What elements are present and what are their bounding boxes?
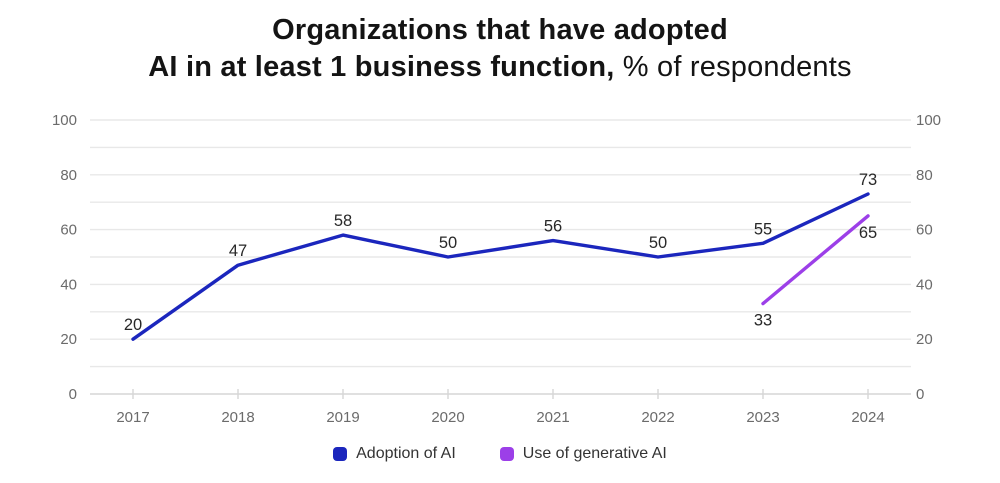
chart-title-line2-normal: % of respondents [614, 51, 852, 83]
legend-swatch-use-of-generative-ai [499, 447, 514, 461]
data-point-label: 50 [439, 234, 457, 252]
y-axis-label-left: 40 [60, 276, 77, 293]
data-point-label: 56 [544, 218, 562, 236]
x-axis-label: 2023 [746, 409, 779, 426]
x-axis-label: 2024 [851, 409, 884, 426]
x-axis-label: 2017 [116, 409, 149, 426]
x-axis-label: 2022 [641, 409, 674, 426]
legend-swatch-adoption-of-ai [333, 447, 348, 461]
chart-title: Organizations that have adopted AI in at… [0, 12, 1000, 86]
y-axis-label-left: 100 [52, 112, 77, 129]
data-point-label: 58 [334, 212, 352, 230]
x-axis-label: 2021 [536, 409, 569, 426]
x-axis-label: 2020 [431, 409, 464, 426]
chart-title-line1: Organizations that have adopted [272, 14, 728, 46]
y-axis-label-right: 100 [916, 112, 941, 129]
series-line-use-of-generative-ai [761, 214, 870, 306]
data-point-label: 73 [859, 171, 877, 189]
y-axis-label-left: 0 [69, 386, 77, 403]
data-point-label: 50 [649, 234, 667, 252]
data-point-label: 20 [124, 316, 142, 334]
legend-item-adoption-of-ai: Adoption of AI [333, 445, 456, 463]
data-point-label: 33 [754, 312, 772, 330]
y-axis-label-left: 80 [60, 167, 77, 184]
y-axis-label-right: 80 [916, 167, 933, 184]
legend: Adoption of AI Use of generative AI [0, 445, 1000, 463]
x-axis-label: 2019 [326, 409, 359, 426]
legend-label-adoption-of-ai: Adoption of AI [356, 445, 456, 462]
data-point-label: 55 [754, 220, 772, 238]
y-axis-label-right: 0 [916, 386, 924, 403]
series-line-adoption-of-ai [131, 192, 870, 341]
y-axis-label-left: 60 [60, 222, 77, 239]
data-point-label: 65 [859, 224, 877, 242]
legend-item-use-of-generative-ai: Use of generative AI [499, 445, 667, 463]
chart-title-line2-bold: AI in at least 1 business function, [148, 51, 615, 83]
y-axis-label-left: 20 [60, 331, 77, 348]
x-axis-label: 2018 [221, 409, 254, 426]
y-axis-label-right: 20 [916, 331, 933, 348]
data-point-label: 47 [229, 242, 247, 260]
y-axis-label-right: 60 [916, 222, 933, 239]
legend-label-use-of-generative-ai: Use of generative AI [522, 445, 667, 462]
y-axis-label-right: 40 [916, 276, 933, 293]
